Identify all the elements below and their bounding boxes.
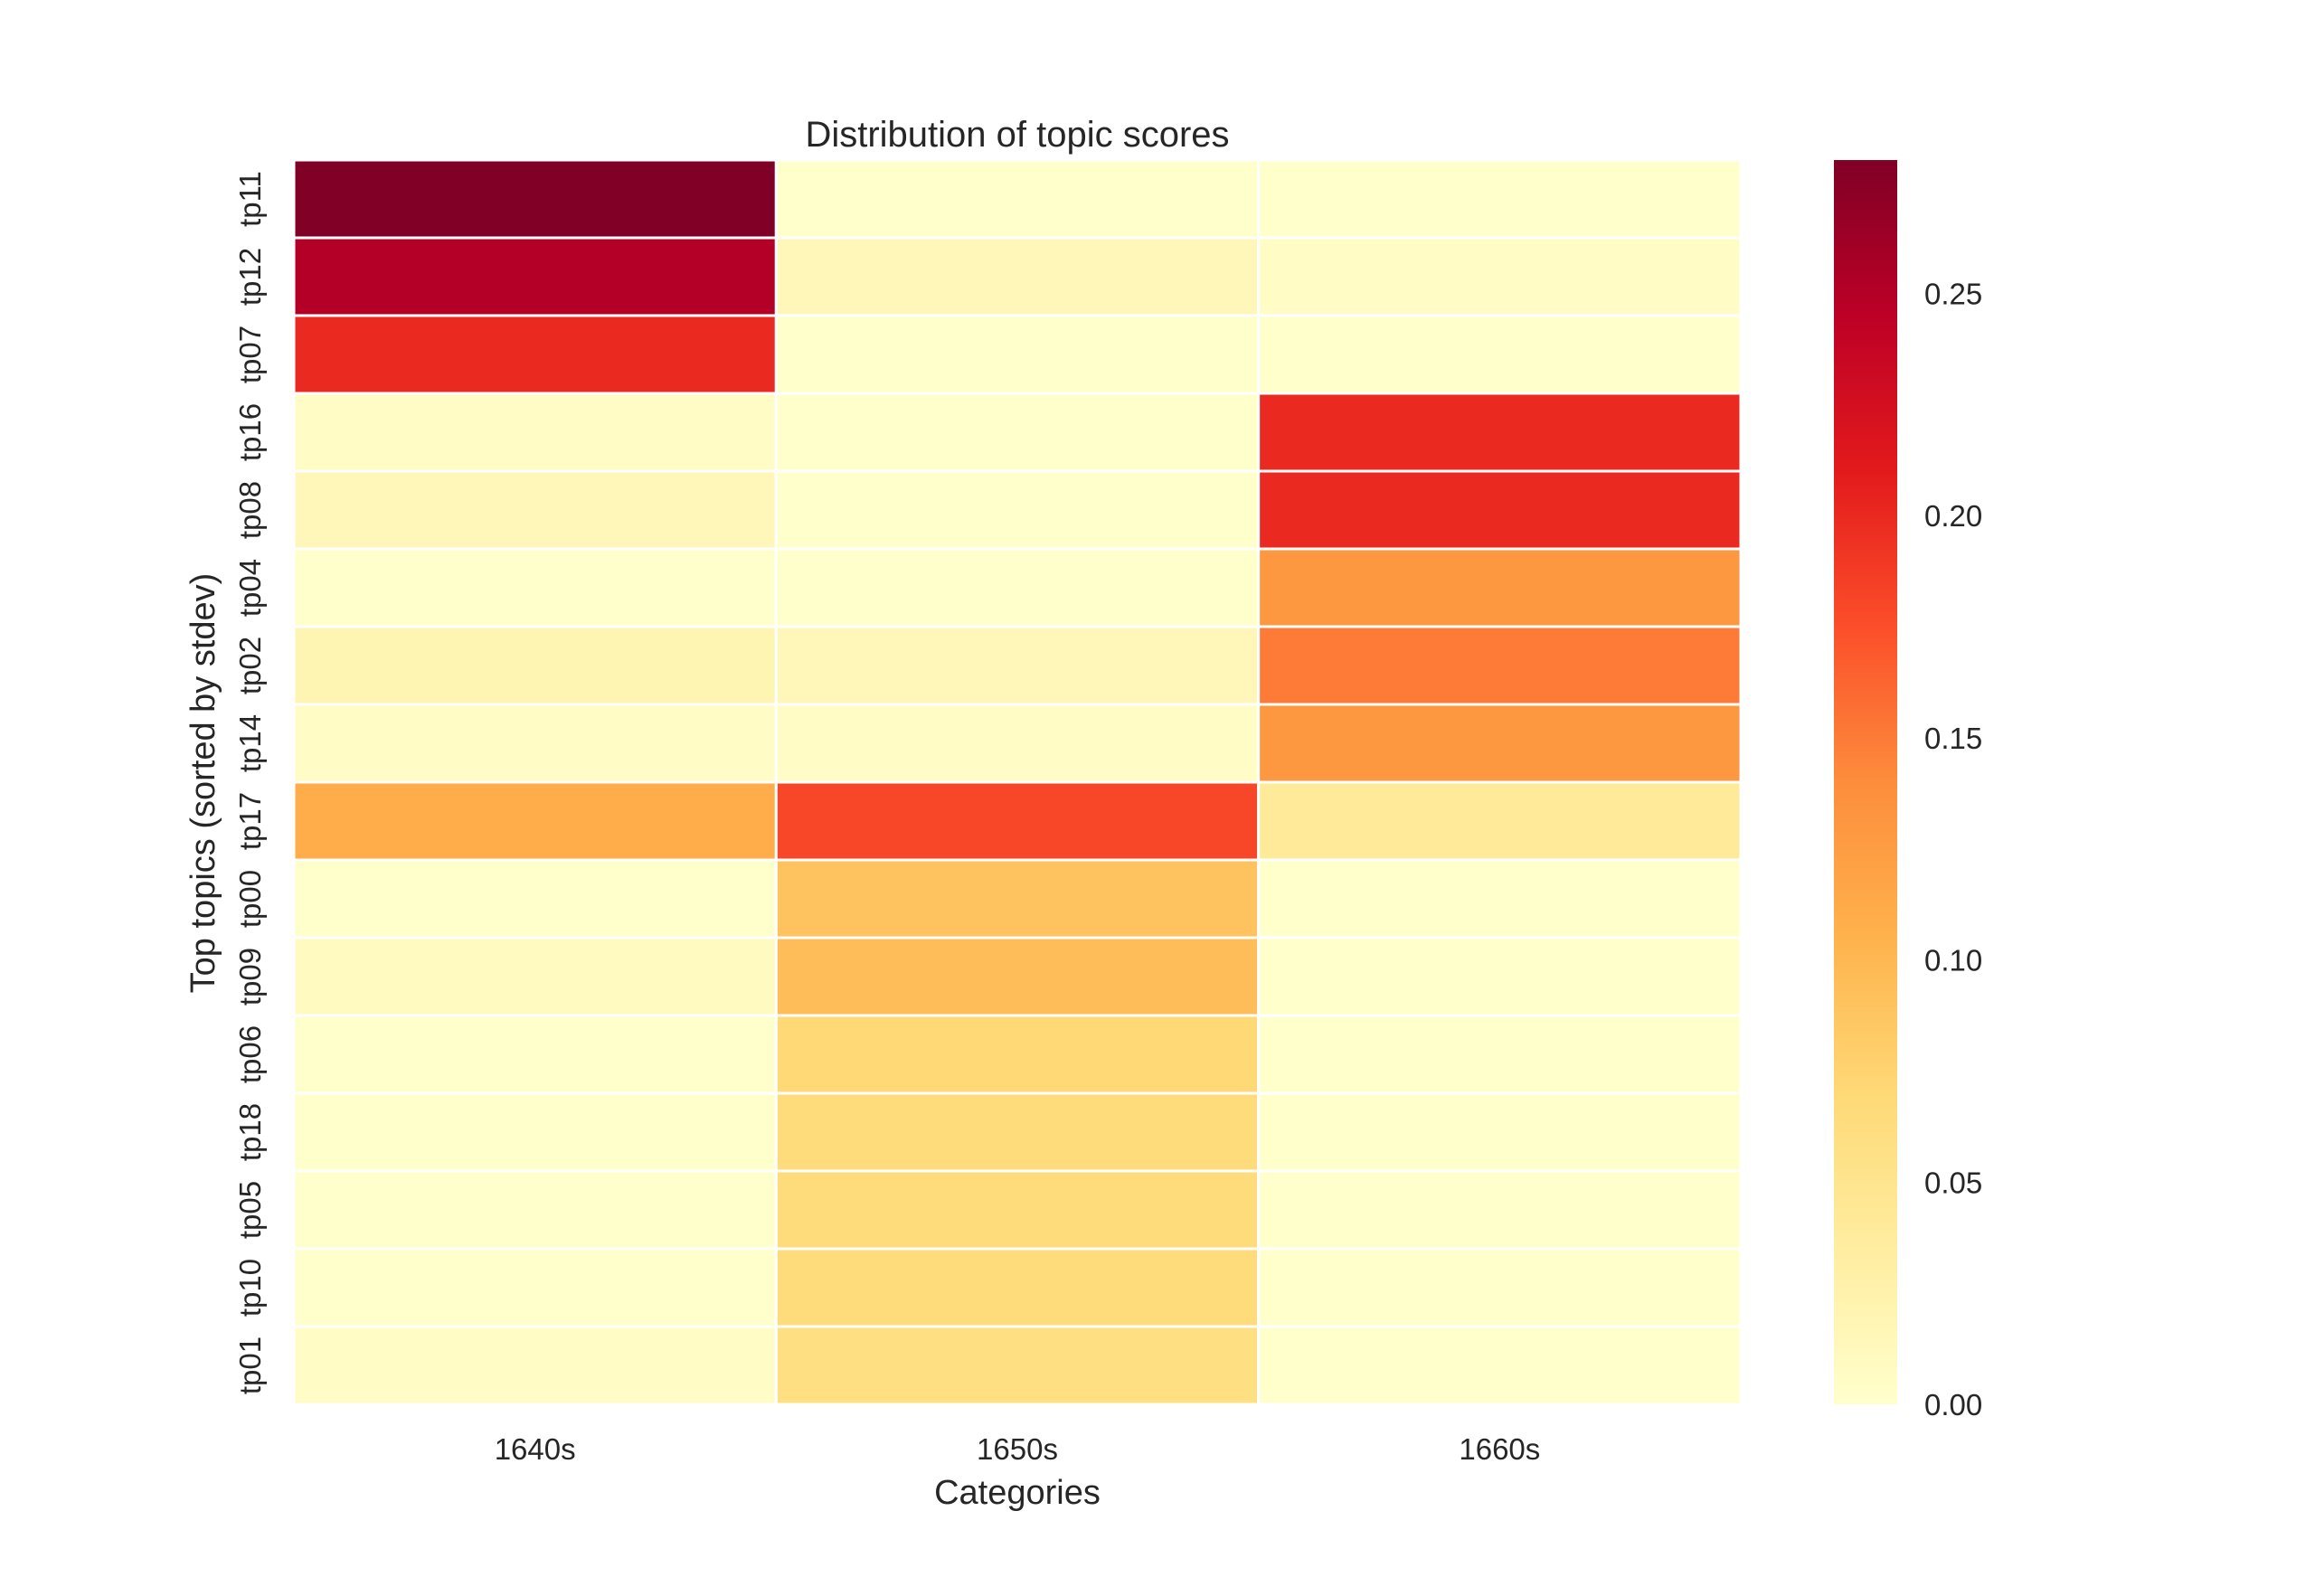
heatmap-cell-tp12-1650s <box>774 236 1261 317</box>
y-tick-label: tp10 <box>233 1259 267 1317</box>
heatmap-cell-tp06-1640s <box>292 1014 778 1095</box>
heatmap-cell-tp06-1660s <box>1257 1014 1743 1095</box>
colorbar-tick-label: 0.00 <box>1924 1388 1982 1421</box>
heatmap-cell-tp11-1640s <box>292 158 778 240</box>
x-tick-label: 1660s <box>1459 1432 1540 1466</box>
heatmap-cell-tp07-1650s <box>774 314 1261 395</box>
heatmap-cell-tp06-1650s <box>774 1014 1261 1095</box>
heatmap-cell-tp14-1640s <box>292 703 778 784</box>
y-tick-label: tp08 <box>233 481 267 539</box>
heatmap-cell-tp04-1660s <box>1257 547 1743 628</box>
heatmap-cell-tp16-1660s <box>1257 392 1743 473</box>
colorbar <box>1834 160 1897 1404</box>
heatmap-cell-tp10-1640s <box>292 1247 778 1328</box>
colorbar-ticks: 0.00 0.05 0.10 0.15 0.20 0.25 <box>1924 277 1982 1421</box>
heatmap-cell-tp07-1660s <box>1257 314 1743 395</box>
heatmap-cell-tp05-1640s <box>292 1169 778 1251</box>
heatmap-cell-tp02-1640s <box>292 625 778 706</box>
heatmap-cell-tp14-1660s <box>1257 703 1743 784</box>
y-tick-label: tp01 <box>233 1336 267 1394</box>
heatmap-cell-tp11-1650s <box>774 158 1261 240</box>
y-tick-label: tp07 <box>233 326 267 383</box>
y-tick-label: tp02 <box>233 637 267 694</box>
heatmap-cell-tp16-1640s <box>292 392 778 473</box>
y-tick-label: tp09 <box>233 948 267 1006</box>
heatmap-cell-tp16-1650s <box>774 392 1261 473</box>
heatmap-cell-tp18-1660s <box>1257 1091 1743 1173</box>
y-tick-label: tp04 <box>233 559 267 617</box>
x-tick-label: 1650s <box>977 1432 1058 1466</box>
x-tick-labels: 1640s 1650s 1660s <box>495 1432 1541 1466</box>
y-axis-label: Top topics (sorted by stdev) <box>184 573 222 994</box>
y-tick-label: tp06 <box>233 1025 267 1083</box>
colorbar-tick-label: 0.10 <box>1924 944 1982 977</box>
y-tick-label: tp18 <box>233 1103 267 1161</box>
heatmap-cell-tp01-1640s <box>292 1325 778 1406</box>
heatmap-cell-tp09-1660s <box>1257 936 1743 1017</box>
heatmap-cell-tp09-1640s <box>292 936 778 1017</box>
heatmap-cell-tp14-1650s <box>774 703 1261 784</box>
colorbar-tick-label: 0.05 <box>1924 1166 1982 1199</box>
heatmap-cell-tp00-1640s <box>292 858 778 940</box>
heatmap-cell-tp08-1640s <box>292 469 778 551</box>
heatmap-cell-tp08-1650s <box>774 469 1261 551</box>
y-tick-label: tp16 <box>233 403 267 461</box>
heatmap-cell-tp02-1650s <box>774 625 1261 706</box>
heatmap-cell-tp10-1660s <box>1257 1247 1743 1328</box>
heatmap-cell-tp12-1660s <box>1257 236 1743 317</box>
y-tick-label: tp00 <box>233 870 267 928</box>
x-axis-label: Categories <box>934 1474 1101 1512</box>
heatmap-cell-tp17-1650s <box>774 780 1261 862</box>
heatmap-cells <box>292 158 1743 1406</box>
y-tick-label: tp17 <box>233 792 267 850</box>
heatmap-cell-tp09-1650s <box>774 936 1261 1017</box>
heatmap-cell-tp04-1640s <box>292 547 778 628</box>
heatmap-cell-tp18-1640s <box>292 1091 778 1173</box>
y-tick-label: tp11 <box>233 171 267 227</box>
heatmap-cell-tp01-1660s <box>1257 1325 1743 1406</box>
heatmap-cell-tp05-1660s <box>1257 1169 1743 1251</box>
heatmap-cell-tp02-1660s <box>1257 625 1743 706</box>
colorbar-tick-label: 0.25 <box>1924 277 1982 310</box>
y-tick-labels: tp11 tp12 tp07 tp16 tp08 tp04 tp02 tp14 tp17 tp00… <box>233 171 267 1394</box>
heatmap-cell-tp18-1650s <box>774 1091 1261 1173</box>
heatmap-cell-tp01-1650s <box>774 1325 1261 1406</box>
heatmap-cell-tp04-1650s <box>774 547 1261 628</box>
chart-title: Distribution of topic scores <box>805 115 1229 155</box>
colorbar-tick-label: 0.20 <box>1924 499 1982 533</box>
y-tick-label: tp14 <box>233 714 267 772</box>
heatmap-cell-tp12-1640s <box>292 236 778 317</box>
heatmap-cell-tp05-1650s <box>774 1169 1261 1251</box>
heatmap-cell-tp10-1650s <box>774 1247 1261 1328</box>
y-tick-label: tp05 <box>233 1181 267 1239</box>
colorbar-tick-label: 0.15 <box>1924 722 1982 755</box>
heatmap-cell-tp17-1660s <box>1257 780 1743 862</box>
heatmap-cell-tp00-1650s <box>774 858 1261 940</box>
heatmap-cell-tp08-1660s <box>1257 469 1743 551</box>
y-tick-label: tp12 <box>233 248 267 306</box>
heatmap-cell-tp07-1640s <box>292 314 778 395</box>
heatmap-cell-tp17-1640s <box>292 780 778 862</box>
x-tick-label: 1640s <box>495 1432 576 1466</box>
heatmap-cell-tp11-1660s <box>1257 158 1743 240</box>
heatmap-cell-tp00-1660s <box>1257 858 1743 940</box>
